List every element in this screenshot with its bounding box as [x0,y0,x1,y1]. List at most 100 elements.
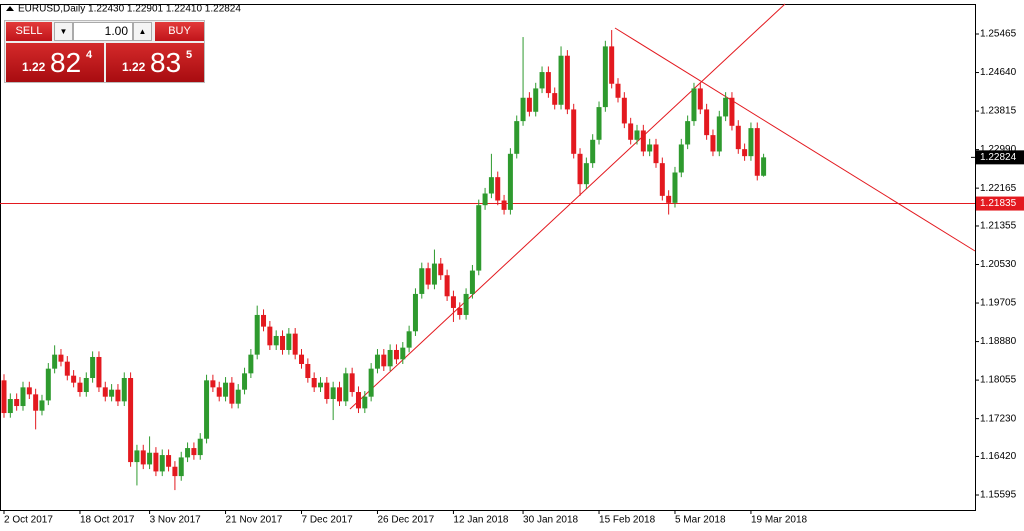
candle-body [355,392,361,409]
x-tick-label: 18 Oct 2017 [80,515,135,526]
candle-body [615,83,621,98]
x-tick-label: 30 Jan 2018 [523,515,578,526]
bid-small: 4 [86,49,93,61]
candle-body [583,163,589,185]
candle-body [299,354,305,364]
candle-body [311,378,317,388]
y-tick-label: 1.19705 [980,298,1017,309]
candle-body [147,452,153,465]
candle-body [223,382,229,397]
bid-big: 82 [50,47,82,78]
candle-body [520,97,526,122]
candle-body [545,72,551,94]
candle-body [514,121,520,154]
y-tick-label: 1.22990 [980,144,1017,155]
candle-body [204,380,210,439]
candle-body [102,387,108,397]
candle-body [754,128,760,176]
candle-body [666,195,672,203]
candle-body [406,331,412,348]
candle-body [235,389,241,404]
bid-prefix: 1.22 [22,60,46,74]
candle-body [393,349,399,360]
x-tick-label: 5 Mar 2018 [675,515,726,526]
candle-body [20,387,26,407]
candle-body [134,450,140,463]
lot-up[interactable]: ▲ [133,22,152,41]
candle-body [7,399,13,414]
collapse-icon[interactable] [6,6,14,11]
candle-body [14,399,20,407]
x-tick-label: 15 Feb 2018 [599,515,656,526]
lot-down[interactable]: ▼ [54,22,73,41]
candle-body [254,314,260,355]
sell-button[interactable]: SELL [6,22,52,41]
candle-body [609,46,615,84]
candle-body [324,382,330,400]
candle-body [495,177,501,201]
candle-body [210,380,216,388]
candle-body [330,387,336,400]
y-tick-label: 1.15595 [980,490,1017,501]
candle-body [33,394,39,411]
candle-body [704,109,710,136]
candle-body [590,139,596,164]
trend-line [614,27,976,252]
candle-body [716,116,722,152]
candle-body [463,293,469,315]
candle-body [653,144,659,164]
candle-body [197,438,203,456]
candle-body [501,200,507,210]
candle-body [71,375,77,383]
y-tick-label: 1.18880 [980,336,1017,347]
candle-body [419,268,425,294]
x-tick-label: 3 Nov 2017 [150,515,202,526]
candle-body [185,448,191,458]
candle-body [248,354,254,374]
candle-body [292,333,298,355]
ask-box[interactable]: 1.22 83 5 [106,43,204,82]
hline-label: 1.21835 [980,198,1017,209]
x-tick-label: 19 Mar 2018 [751,515,808,526]
candle-body [672,172,678,203]
candle-body [216,387,222,397]
candle-body [640,130,646,152]
candle-body [83,378,89,393]
bid-box[interactable]: 1.22 82 4 [6,43,104,82]
candle-body [723,97,729,117]
y-tick-label: 1.20530 [980,259,1017,270]
candle-body [90,356,96,379]
candle-body [273,335,279,346]
lot-input[interactable]: 1.00 [73,22,133,41]
candle-body [571,109,577,154]
candle-body [58,354,64,362]
candle-body [172,466,178,477]
candle-body [596,107,602,140]
candle-body [450,296,456,308]
candle-body [153,452,159,472]
buy-button[interactable]: BUY [155,22,204,41]
candle-body [425,268,431,285]
candle-body [488,177,494,194]
candle-body [729,97,735,126]
candle-body [659,163,665,196]
candle-body [457,307,463,315]
candle-body [628,123,634,140]
candle-body [761,157,767,176]
candle-body [476,205,482,271]
candle-body [634,130,640,140]
candle-body [26,387,32,395]
candle-body [178,457,184,477]
candle-body [280,335,286,350]
candle-body [1,380,7,414]
candle-body [748,128,754,157]
ask-prefix: 1.22 [122,60,146,74]
candle-body [242,373,248,390]
candle-body [368,368,374,397]
candle-body [412,293,418,332]
candle-body [621,97,627,124]
x-tick-label: 12 Jan 2018 [453,515,508,526]
candle-body [64,361,70,376]
candle-body [469,270,475,294]
